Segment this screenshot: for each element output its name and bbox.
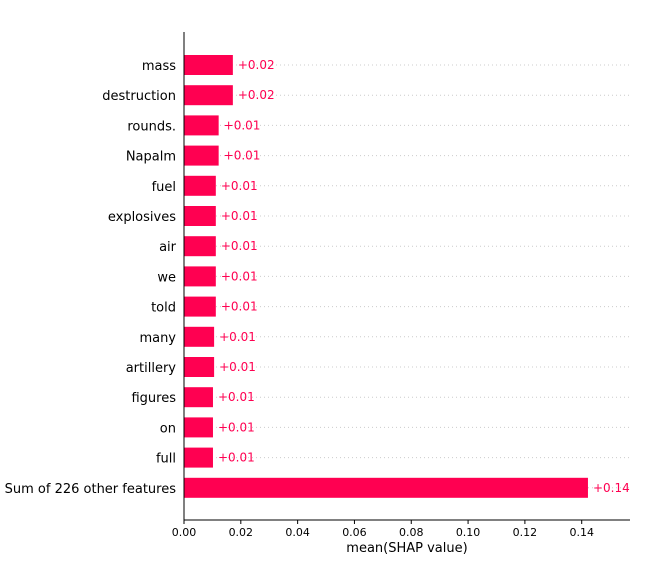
bar [184,326,215,347]
category-label: Napalm [126,150,176,165]
value-label: +0.01 [221,209,258,223]
value-label: +0.01 [224,149,261,163]
value-label: +0.01 [221,300,258,314]
bar [184,447,213,468]
x-tick-label: 0.12 [513,526,538,539]
bar [184,206,216,226]
bar [184,55,233,75]
x-tick-label: 0.14 [569,526,594,539]
bar [184,387,213,408]
bar [184,296,216,317]
x-tick-label: 0.00 [172,526,197,539]
bar [184,357,215,377]
value-label: +0.01 [219,330,256,344]
category-label: rounds. [127,119,176,134]
category-labels: mass destruction rounds. Napalm fuel explosiv… [5,59,177,497]
category-label: fuel [152,180,176,195]
x-tick-label: 0.02 [229,526,254,539]
category-label: many [139,331,176,346]
x-axis-ticks: 0.00 0.02 0.04 0.06 0.08 0.10 0.12 0.14 [172,520,594,539]
bar [184,175,216,196]
category-label: told [151,301,176,316]
value-label: +0.01 [219,360,256,374]
value-label: +0.01 [221,269,258,283]
bar [184,236,216,257]
bar [184,145,219,166]
value-label: +0.01 [218,390,255,404]
category-label: figures [131,391,176,406]
value-label: +0.02 [238,58,275,72]
category-label: destruction [102,89,176,104]
value-label: +0.01 [221,239,258,253]
value-label: +0.01 [218,420,255,434]
bar [184,115,219,136]
bar [184,266,216,287]
category-label: we [157,270,176,285]
category-label: full [156,452,176,467]
x-tick-label: 0.06 [342,526,367,539]
value-label: +0.02 [238,88,275,102]
x-tick-label: 0.04 [285,526,310,539]
bar [184,85,233,106]
value-labels: +0.02 +0.02 +0.01 +0.01 +0.01 +0.01 +0.01 +0.01… [218,58,630,495]
category-label: air [159,240,177,255]
value-label: +0.14 [593,481,630,495]
value-label: +0.01 [221,179,258,193]
value-label: +0.01 [218,451,255,465]
x-axis-title: mean(SHAP value) [346,541,467,556]
x-tick-label: 0.08 [399,526,424,539]
category-label: artillery [126,361,177,376]
bar [184,417,213,438]
bar [184,477,588,498]
category-label: mass [142,59,176,74]
category-label: explosives [108,210,176,225]
value-label: +0.01 [224,118,261,132]
category-label: Sum of 226 other features [5,482,177,497]
bars [184,55,588,498]
x-tick-label: 0.10 [456,526,481,539]
category-label: on [160,421,176,436]
